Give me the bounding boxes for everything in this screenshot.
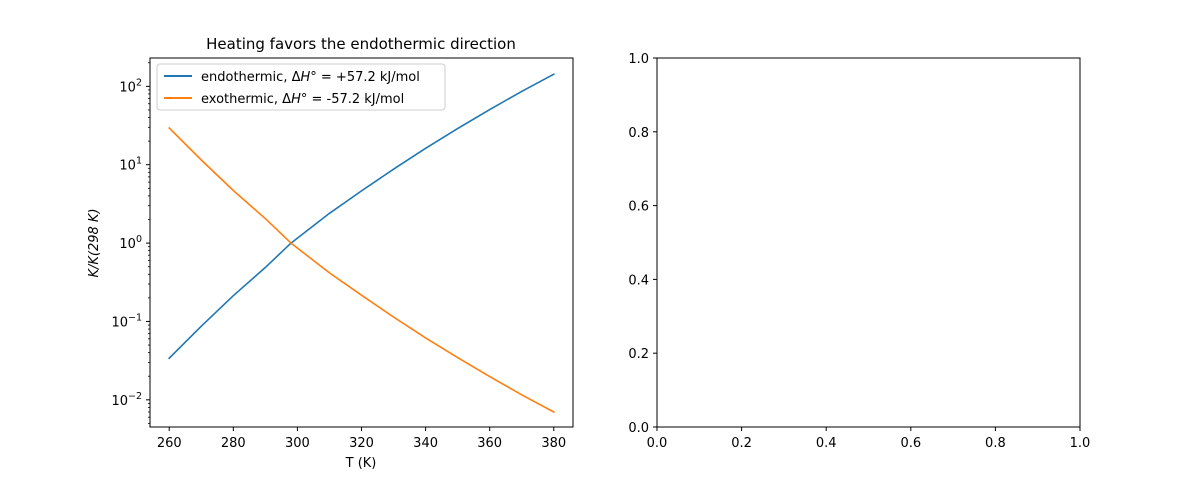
right-y-tick-label: 0.6 — [628, 200, 649, 215]
left-chart-title: Heating favors the endothermic direction — [206, 35, 516, 53]
left-y-tick-label: 101 — [119, 156, 142, 174]
left-x-tick-label: 340 — [413, 436, 438, 451]
legend-label-endothermic-symbol: H — [300, 70, 310, 85]
left-x-tick-label: 360 — [477, 436, 502, 451]
legend-label-exothermic: exothermic, ΔH° = -57.2 kJ/mol — [201, 92, 404, 107]
left-y-tick-base: 10 — [119, 159, 136, 174]
right-y-tick-label: 0.8 — [628, 126, 649, 141]
left-x-tick-label: 320 — [349, 436, 374, 451]
right-y-tick-label: 1.0 — [628, 52, 649, 67]
legend-frame — [156, 63, 446, 111]
left-y-tick-exponent: −1 — [128, 312, 142, 323]
legend-label-endothermic-prefix: endothermic, Δ — [201, 70, 301, 85]
right-x-tick-label: 0.2 — [731, 436, 752, 451]
legend-label-exothermic-prefix: exothermic, Δ — [201, 92, 291, 107]
left-y-tick-exponent: 1 — [136, 156, 142, 167]
left-x-tick-label: 260 — [157, 436, 182, 451]
left-y-tick-base: 10 — [111, 315, 128, 330]
series-line-endothermic — [168, 73, 555, 360]
legend-label-exothermic-suffix: ° = -57.2 kJ/mol — [301, 92, 404, 107]
legend-label-endothermic-suffix: ° = +57.2 kJ/mol — [310, 70, 420, 85]
left-y-tick-label: 10−1 — [111, 312, 142, 330]
left-x-tick-label: 280 — [221, 436, 246, 451]
left-x-tick-label: 380 — [541, 436, 566, 451]
left-series-layer — [168, 73, 555, 414]
right-chart: 0.0 0.2 0.4 0.6 0.8 1.0 0.0 0.2 0.4 0.6 0.8 1.0 — [628, 52, 1090, 451]
left-y-tick-label: 100 — [119, 234, 142, 252]
right-x-tick-label: 0.4 — [816, 436, 837, 451]
series-line-exothermic — [168, 126, 555, 414]
left-y-axis-label-text: K/K(298 K) — [87, 208, 102, 277]
left-y-tick-label: 10−2 — [111, 391, 142, 409]
legend-label-endothermic: endothermic, ΔH° = +57.2 kJ/mol — [201, 70, 420, 85]
legend-label-exothermic-symbol: H — [291, 92, 301, 107]
left-y-tick-exponent: 2 — [136, 77, 142, 88]
right-tick-layer: 0.0 0.2 0.4 0.6 0.8 1.0 0.0 0.2 0.4 0.6 0.8 1.0 — [628, 52, 1090, 451]
left-y-axis-label: K/K(298 K) — [87, 208, 102, 277]
left-y-tick-base: 10 — [111, 394, 128, 409]
left-x-axis-label: T (K) — [345, 456, 377, 471]
right-x-tick-label: 0.8 — [985, 436, 1006, 451]
left-x-tick-label: 300 — [285, 436, 310, 451]
left-y-tick-base: 10 — [119, 237, 136, 252]
right-x-tick-label: 1.0 — [1070, 436, 1091, 451]
left-chart: Heating favors the endothermic direction… — [87, 35, 574, 471]
left-y-tick-exponent: 0 — [136, 234, 142, 245]
left-y-tick-base: 10 — [119, 80, 136, 95]
right-plot-frame — [656, 57, 1081, 428]
right-y-tick-label: 0.4 — [628, 273, 649, 288]
left-plot-frame — [149, 57, 574, 428]
right-y-tick-label: 0.2 — [628, 347, 649, 362]
right-x-tick-label: 0.0 — [647, 436, 668, 451]
right-x-tick-label: 0.6 — [900, 436, 921, 451]
left-y-tick-exponent: −2 — [128, 391, 142, 402]
left-y-tick-label: 102 — [119, 77, 142, 95]
right-y-tick-label: 0.0 — [628, 421, 649, 436]
legend: endothermic, ΔH° = +57.2 kJ/mol exotherm… — [156, 63, 446, 111]
